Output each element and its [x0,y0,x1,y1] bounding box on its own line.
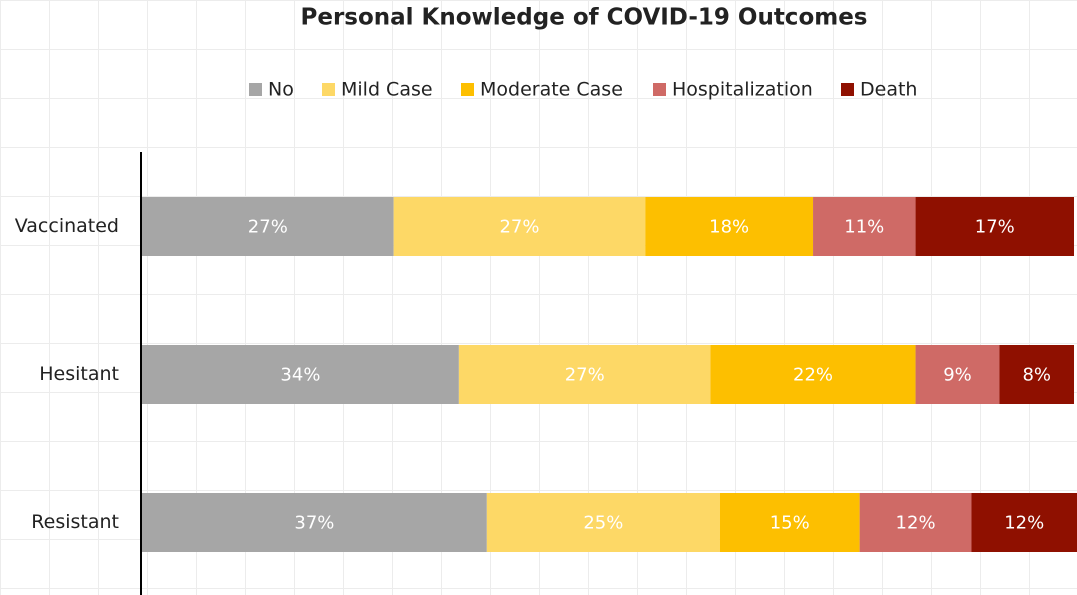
bar-segment [645,197,814,256]
legend-label: No [268,79,294,101]
data-label: 15% [770,513,810,534]
data-label: 27% [499,217,539,238]
data-label: 11% [844,217,884,238]
bar-segment [999,345,1074,404]
data-label: 22% [793,365,833,386]
bar-segment [486,493,720,552]
legend-swatch [653,83,666,96]
legend-label: Moderate Case [480,79,623,101]
bar-segment [393,197,646,256]
data-label: 9% [943,365,972,386]
y-tick-label: Hesitant [39,363,119,385]
data-label: 34% [280,365,320,386]
legend-label: Hospitalization [672,79,813,101]
data-label: 37% [294,513,334,534]
data-label: 25% [583,513,623,534]
data-label: 27% [248,217,288,238]
bar-segment [813,197,916,256]
chart-title: Personal Knowledge of COVID-19 Outcomes [300,5,867,31]
bar-segment [142,197,394,256]
y-tick-label: Resistant [31,511,119,533]
data-label: 8% [1022,365,1051,386]
bar-segment [859,493,972,552]
data-label: 12% [1004,513,1044,534]
legend-swatch [322,83,335,96]
legend-swatch [841,83,854,96]
bar-segment [142,493,487,552]
bar-segment [142,345,459,404]
bar-segment [710,345,916,404]
data-label: 18% [709,217,749,238]
legend-swatch [461,83,474,96]
data-label: 12% [896,513,936,534]
bar-segment [915,345,1000,404]
bar-segment [719,493,860,552]
data-label: 27% [565,365,605,386]
data-label: 17% [975,217,1015,238]
y-tick-label: Vaccinated [15,215,119,237]
bar-segment [915,197,1074,256]
bar-segment [971,493,1077,552]
legend-label: Mild Case [341,79,433,101]
legend-label: Death [860,79,917,101]
bar-segment [458,345,711,404]
legend-swatch [249,83,262,96]
